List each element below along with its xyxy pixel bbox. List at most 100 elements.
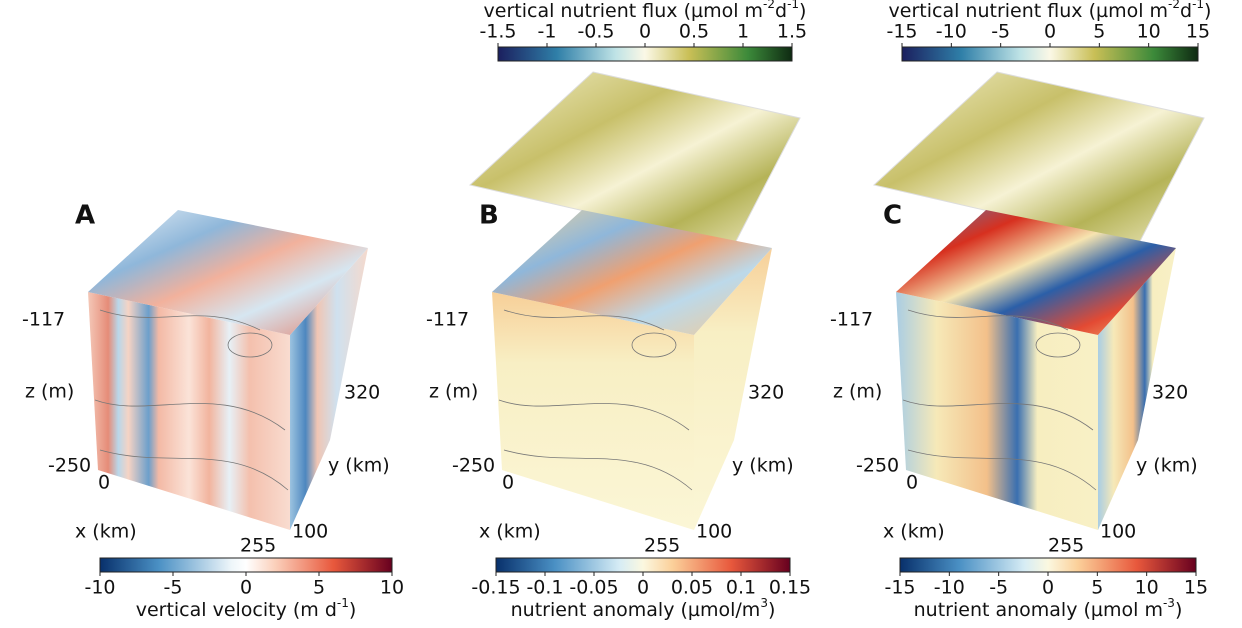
colorbar-tick-label: 15 [1186,21,1210,43]
x-axis-title: x (km) [75,521,137,543]
y-axis-title: y (km) [328,455,390,477]
title-text: d [775,0,787,22]
title-text: ) [799,0,806,22]
colorbar-tick-label: 0 [637,577,649,599]
x-axis-title: x (km) [883,521,945,543]
cube-left-face [88,292,290,530]
z-axis-title: z (m) [429,381,478,403]
colorbar [497,46,793,62]
y-tick-label: 100 [1100,521,1136,543]
colorbar-tick-label: -0.05 [569,577,618,599]
z-tick-label: -250 [856,455,899,477]
contour [631,332,677,358]
colorbar-tick-label: 1 [737,21,749,43]
colorbar-tick-label: -15 [886,21,917,43]
colorbar-tick-label: 0.1 [726,577,756,599]
superscript: -1 [787,0,799,11]
x-axis-title: x (km) [479,521,541,543]
y-tick-label: 320 [748,382,784,404]
panel-label: A [75,201,95,231]
colorbar-tick-label: 1.5 [777,21,807,43]
x-tick-label: 0 [98,472,110,494]
title-text: vertical nutrient flux (µmol m [889,0,1168,22]
colorbar-tick-label: 15 [1184,577,1208,599]
colorbar-tick-label: -1 [538,21,557,43]
y-axis-title: y (km) [732,455,794,477]
superscript: -1 [337,596,349,610]
cube-right-face [1098,248,1176,530]
colorbar-tick-label: -0.5 [577,21,614,43]
x-tick-label: 0 [502,472,514,494]
colorbar-tick-label: -5 [989,577,1008,599]
panel-label: B [479,201,499,231]
title-text: d [1180,0,1192,22]
superscript: -1 [1192,0,1204,11]
superscript: -2 [763,0,775,11]
colorbar-tick-label: 10 [380,577,404,599]
contour [227,332,273,358]
x-tick-label: 255 [1048,535,1084,557]
colorbar [495,557,791,573]
flux-plane [468,71,801,246]
colorbar-tick-label: 0.05 [671,577,713,599]
colorbar-tick-label: -15 [884,577,915,599]
colorbar-tick-label: 0 [639,21,651,43]
colorbar-tick-label: 10 [1137,21,1161,43]
y-tick-label: 100 [696,521,732,543]
title-text: ) [1204,0,1211,22]
title-text: ) [349,599,356,621]
flux-plane [872,71,1205,246]
z-tick-label: -250 [48,455,91,477]
title-text: nutrient anomaly (µmol m [914,599,1163,621]
title-text: vertical nutrient flux (µmol m [484,0,763,22]
y-axis-title: y (km) [1136,455,1198,477]
colorbar-tick-label: -0.1 [526,577,563,599]
superscript: 3 [760,596,768,610]
z-tick-label: -117 [830,309,873,331]
colorbar-tick-label: 10 [1135,577,1159,599]
z-axis-title: z (m) [833,381,882,403]
colorbar-tick-label: -0.15 [471,577,520,599]
contour [498,309,693,491]
title-text: nutrient anomaly (µmol/m [511,599,761,621]
y-tick-label: 320 [1152,382,1188,404]
colorbar-tick-label: -5 [164,577,183,599]
x-tick-label: 0 [906,472,918,494]
colorbar-tick-label: -1.5 [479,21,516,43]
cube-right-face [290,248,368,530]
colorbar [99,557,393,573]
superscript: -3 [1163,596,1175,610]
x-tick-label: 255 [240,535,276,557]
colorbar-title: nutrient anomaly (µmol/m3) [511,596,776,621]
colorbar-tick-label: -10 [936,21,967,43]
cube-top-face [896,210,1176,335]
title-text: ) [1175,599,1182,621]
colorbar-tick-label: 5 [1093,21,1105,43]
superscript: -2 [1168,0,1180,11]
x-tick-label: 255 [644,535,680,557]
cube-left-face [896,292,1098,530]
cube-top-face [492,210,772,335]
colorbar-tick-label: -5 [991,21,1010,43]
colorbar-tick-label: 5 [313,577,325,599]
y-tick-label: 320 [344,382,380,404]
colorbar-title: vertical velocity (m d-1) [136,596,357,621]
colorbar-title: vertical nutrient flux (µmol m-2d-1) [484,0,807,22]
colorbar-tick-label: -10 [934,577,965,599]
cube-top-face [88,210,368,335]
panel-label: C [883,201,902,231]
cube-right-face [694,248,772,530]
colorbar-tick-label: 0.15 [769,577,811,599]
contour [1035,332,1081,358]
colorbar-tick-label: 5 [1091,577,1103,599]
colorbar-tick-label: -10 [84,577,115,599]
colorbar [901,46,1199,62]
contour [902,309,1097,491]
colorbar [899,557,1197,573]
title-text: vertical velocity (m d [136,599,337,621]
title-text: ) [768,599,775,621]
